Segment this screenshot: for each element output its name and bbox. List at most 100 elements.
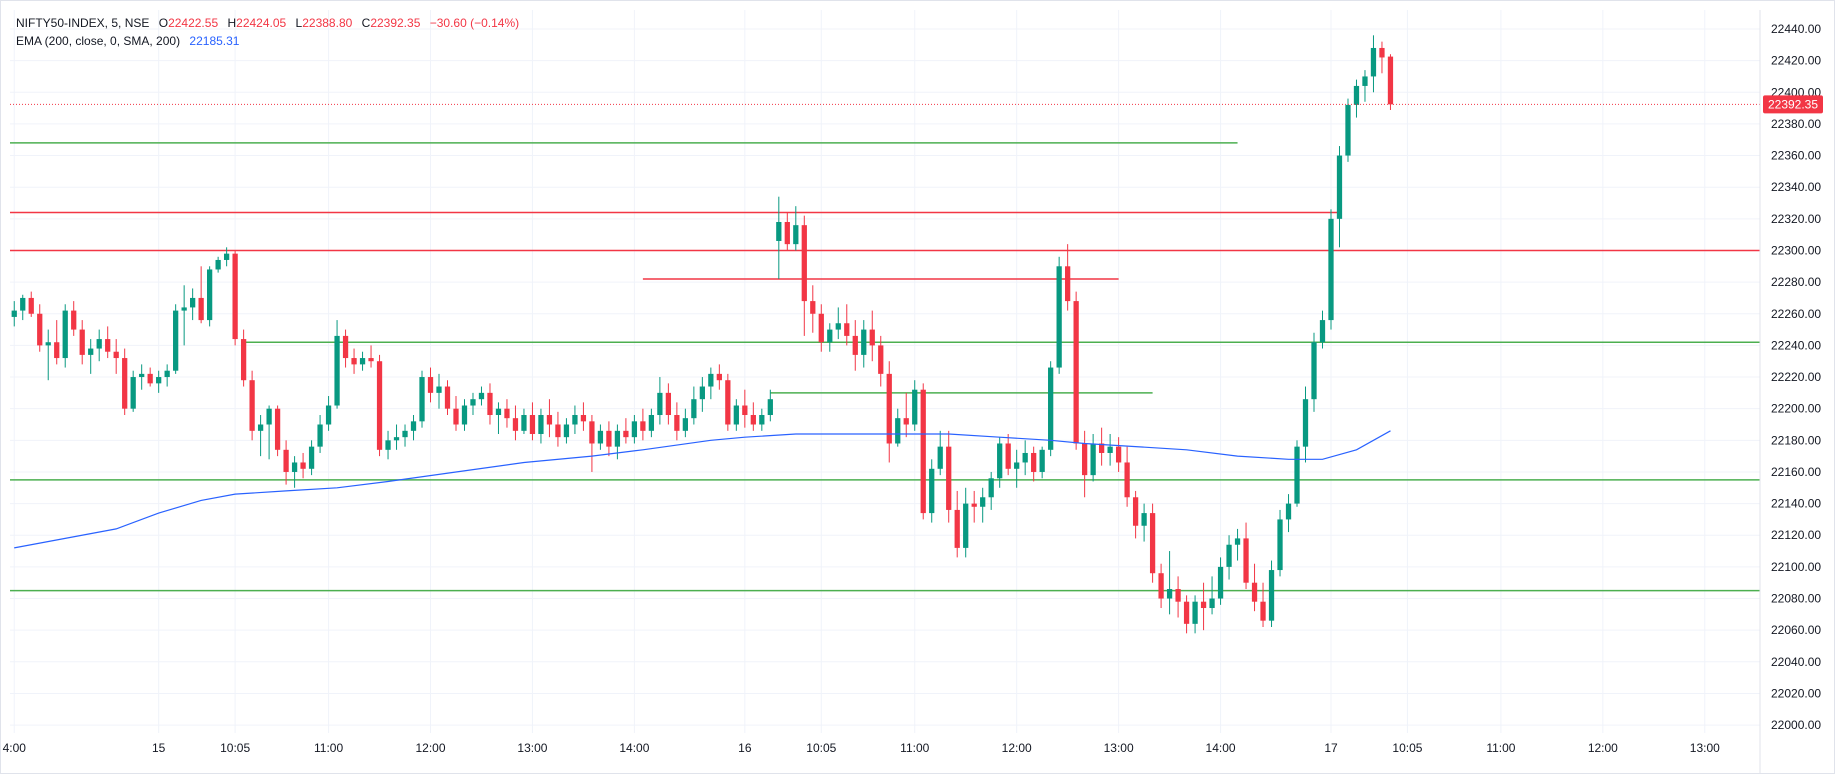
candle-body — [393, 437, 400, 441]
candle-body — [1311, 342, 1317, 400]
candle — [1328, 209, 1334, 330]
candle — [223, 247, 230, 267]
candle-body — [71, 310, 77, 330]
candle — [359, 351, 366, 371]
candle — [963, 487, 969, 558]
price-tick-label: 22360.00 — [1771, 149, 1821, 163]
candle — [988, 471, 994, 510]
candle-body — [1243, 538, 1249, 583]
candle-body — [606, 430, 612, 447]
candle-body — [54, 342, 60, 359]
candle-body — [997, 443, 1003, 479]
candle — [495, 402, 502, 434]
legend-o-label: O — [158, 16, 169, 30]
candle — [631, 415, 638, 444]
candle-body — [878, 345, 884, 374]
candle — [1251, 563, 1258, 612]
candle — [11, 301, 17, 327]
price-axis[interactable]: 22000.00 22020.00 22040.00 22060.00 22080.00… — [1771, 22, 1821, 732]
candle-body — [1302, 399, 1309, 447]
candle — [1362, 70, 1368, 102]
candle-body — [444, 386, 451, 409]
legend-indicator-name[interactable]: EMA (200, close, 0, SMA, 200) — [16, 34, 181, 48]
candle — [708, 367, 714, 400]
candle — [88, 339, 94, 374]
candle — [1166, 551, 1173, 615]
price-tick-label: 22120.00 — [1771, 528, 1821, 542]
candle-body — [546, 415, 553, 425]
legend-symbol[interactable]: NIFTY50-INDEX, 5, NSE — [16, 16, 150, 30]
candle-body — [1285, 503, 1292, 520]
candle-body — [427, 377, 434, 393]
candle-body — [971, 503, 977, 507]
time-axis[interactable]: 4:00 15 10:05 11:00 12:00 13:00 14:00 16 10:05 11… — [3, 741, 1721, 755]
candle-body — [699, 386, 705, 400]
candle-body — [1005, 443, 1011, 469]
candle-body — [988, 478, 994, 498]
candle — [1277, 509, 1283, 577]
candle — [827, 323, 833, 352]
price-tick-label: 22280.00 — [1771, 275, 1821, 289]
candle-body — [105, 339, 111, 352]
candle-body — [173, 310, 179, 371]
candle — [478, 386, 485, 406]
candle — [784, 212, 790, 251]
candle-body — [1115, 446, 1122, 463]
candle-body — [869, 329, 875, 346]
candle — [699, 377, 705, 412]
price-tick-label: 22420.00 — [1771, 54, 1821, 68]
candle-body — [1336, 155, 1343, 219]
candle — [733, 399, 739, 431]
candle-body — [88, 348, 94, 355]
price-tick-label: 22060.00 — [1771, 623, 1821, 637]
candle-body — [742, 405, 748, 416]
candle-body — [1260, 601, 1266, 621]
candle-body — [512, 418, 519, 431]
candle — [623, 418, 629, 444]
candle-body — [436, 386, 442, 393]
candle — [614, 424, 621, 460]
candle-body — [691, 399, 697, 419]
candle-body — [342, 335, 349, 359]
candle-body — [1268, 570, 1275, 621]
price-tick-label: 22200.00 — [1771, 402, 1821, 416]
candle-body — [597, 430, 604, 444]
candle-body — [495, 408, 502, 416]
candles — [11, 35, 1394, 634]
time-tick-label: 13:00 — [1690, 741, 1720, 755]
candle-body — [716, 373, 722, 381]
candle-body — [640, 421, 646, 431]
price-tick-label: 22340.00 — [1771, 180, 1821, 194]
candle — [1302, 386, 1309, 463]
candle-body — [1098, 443, 1105, 453]
candle-body — [1209, 598, 1215, 609]
candle-body — [589, 421, 595, 444]
price-tick-label: 22160.00 — [1771, 465, 1821, 479]
candle-body — [929, 468, 935, 514]
candle — [427, 367, 434, 403]
candle — [1039, 446, 1045, 479]
candle-body — [1031, 452, 1037, 472]
candle — [1022, 440, 1028, 476]
candle — [818, 304, 824, 352]
candle — [1132, 490, 1139, 539]
candle — [54, 320, 60, 365]
candle-body — [207, 269, 213, 321]
candle-body — [1082, 443, 1088, 476]
candle-body — [648, 415, 655, 431]
candle — [504, 399, 510, 428]
candle-body — [810, 301, 816, 314]
candle — [971, 490, 977, 523]
time-tick-label: 14:00 — [619, 741, 649, 755]
candle — [164, 364, 170, 387]
candle-body — [96, 339, 102, 349]
candle-body — [1124, 462, 1130, 498]
candle-body — [257, 424, 264, 431]
candle-body — [725, 380, 731, 425]
candle — [716, 364, 722, 390]
price-tick-label: 22260.00 — [1771, 307, 1821, 321]
candle — [674, 402, 680, 441]
last-price-tag-text: 22392.35 — [1768, 97, 1818, 111]
time-tick-label: 10:05 — [1392, 741, 1422, 755]
